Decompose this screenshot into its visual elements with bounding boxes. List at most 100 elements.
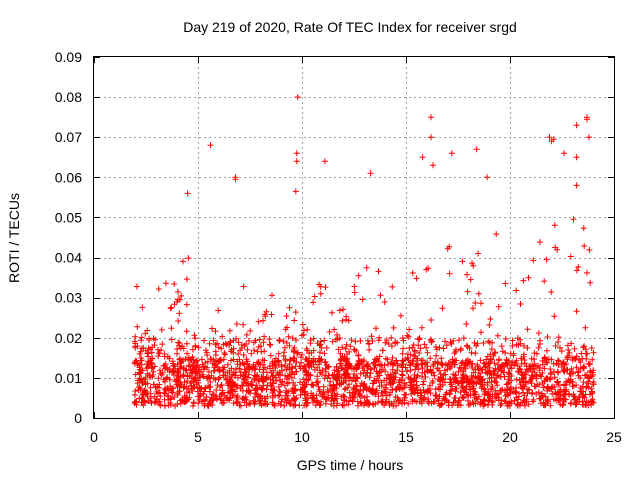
data-point <box>438 355 445 362</box>
data-point <box>563 386 570 393</box>
data-point <box>451 394 458 401</box>
data-point <box>485 388 492 395</box>
data-point <box>283 339 290 346</box>
data-point <box>228 357 234 364</box>
data-point <box>247 327 254 334</box>
data-point <box>294 94 301 101</box>
data-point <box>160 376 167 383</box>
data-point <box>279 379 286 385</box>
data-point <box>269 358 276 365</box>
data-point <box>581 243 588 249</box>
data-point <box>178 292 185 299</box>
data-point <box>440 372 447 379</box>
data-point <box>263 308 270 315</box>
data-point <box>246 365 253 372</box>
data-point <box>393 357 400 364</box>
data-point <box>577 359 584 366</box>
data-point <box>187 380 194 387</box>
data-point <box>155 286 162 292</box>
data-point <box>266 336 273 343</box>
data-point <box>375 268 382 275</box>
data-point <box>574 369 581 376</box>
data-point <box>394 362 401 369</box>
data-point <box>463 357 470 364</box>
data-point <box>517 340 524 347</box>
data-point <box>454 402 461 409</box>
data-point <box>488 346 495 353</box>
data-point <box>551 368 558 375</box>
data-point <box>501 363 508 370</box>
data-point <box>230 356 237 363</box>
y-tick-labels: 0 0.01 0.02 0.03 0.04 0.05 0.06 0.07 0.08 0.09 <box>55 49 82 426</box>
data-point <box>430 361 437 367</box>
data-point <box>202 396 209 403</box>
data-point <box>180 384 187 391</box>
data-point <box>489 391 496 398</box>
data-point <box>551 222 558 229</box>
data-point <box>136 362 143 368</box>
data-point <box>188 375 195 382</box>
data-point <box>417 345 424 352</box>
data-point <box>290 349 297 355</box>
data-point <box>333 363 340 370</box>
data-point <box>388 343 395 350</box>
data-point <box>426 382 433 389</box>
data-point <box>140 402 147 409</box>
data-point <box>269 394 276 401</box>
data-point <box>322 372 329 379</box>
data-point <box>313 392 320 399</box>
data-point <box>213 387 220 393</box>
data-point <box>325 364 331 371</box>
data-point <box>371 364 378 371</box>
data-point <box>226 367 233 374</box>
data-point <box>465 392 472 399</box>
data-point <box>206 368 212 375</box>
data-point <box>148 359 155 366</box>
data-point <box>585 384 592 391</box>
data-point <box>418 357 425 364</box>
data-point <box>422 374 429 380</box>
data-point <box>340 397 347 403</box>
data-point <box>283 376 290 383</box>
data-point <box>264 393 271 400</box>
data-point <box>183 340 190 347</box>
data-point <box>132 371 139 378</box>
data-point <box>574 396 581 403</box>
data-point <box>405 400 412 407</box>
y-axis-label: ROTI / TECUs <box>6 193 22 283</box>
data-point <box>214 340 221 347</box>
data-point <box>498 397 505 404</box>
data-point <box>138 334 145 341</box>
data-point <box>201 337 207 344</box>
data-point <box>215 307 222 314</box>
data-point <box>391 369 398 376</box>
data-point <box>555 369 562 376</box>
data-point <box>182 356 189 363</box>
data-point <box>590 371 596 378</box>
data-point <box>188 356 195 363</box>
data-point <box>372 391 379 398</box>
data-point <box>442 397 448 404</box>
data-point <box>328 401 335 408</box>
data-point <box>543 256 550 263</box>
data-point <box>411 352 417 359</box>
data-point <box>274 358 281 365</box>
data-point <box>472 350 479 357</box>
x-tick-label: 25 <box>606 429 622 445</box>
data-point <box>523 396 530 403</box>
data-point <box>468 361 475 367</box>
data-point <box>580 344 587 351</box>
data-point <box>316 281 323 288</box>
data-point <box>255 318 262 325</box>
y-tick-label: 0.08 <box>55 89 82 105</box>
data-point <box>282 356 289 363</box>
data-point <box>349 392 356 399</box>
data-point <box>502 398 509 405</box>
data-point <box>230 349 237 356</box>
data-point <box>208 356 215 363</box>
data-point <box>432 386 439 393</box>
data-point <box>473 146 480 153</box>
data-point <box>239 359 246 366</box>
data-point <box>531 361 538 367</box>
data-point <box>404 332 411 339</box>
